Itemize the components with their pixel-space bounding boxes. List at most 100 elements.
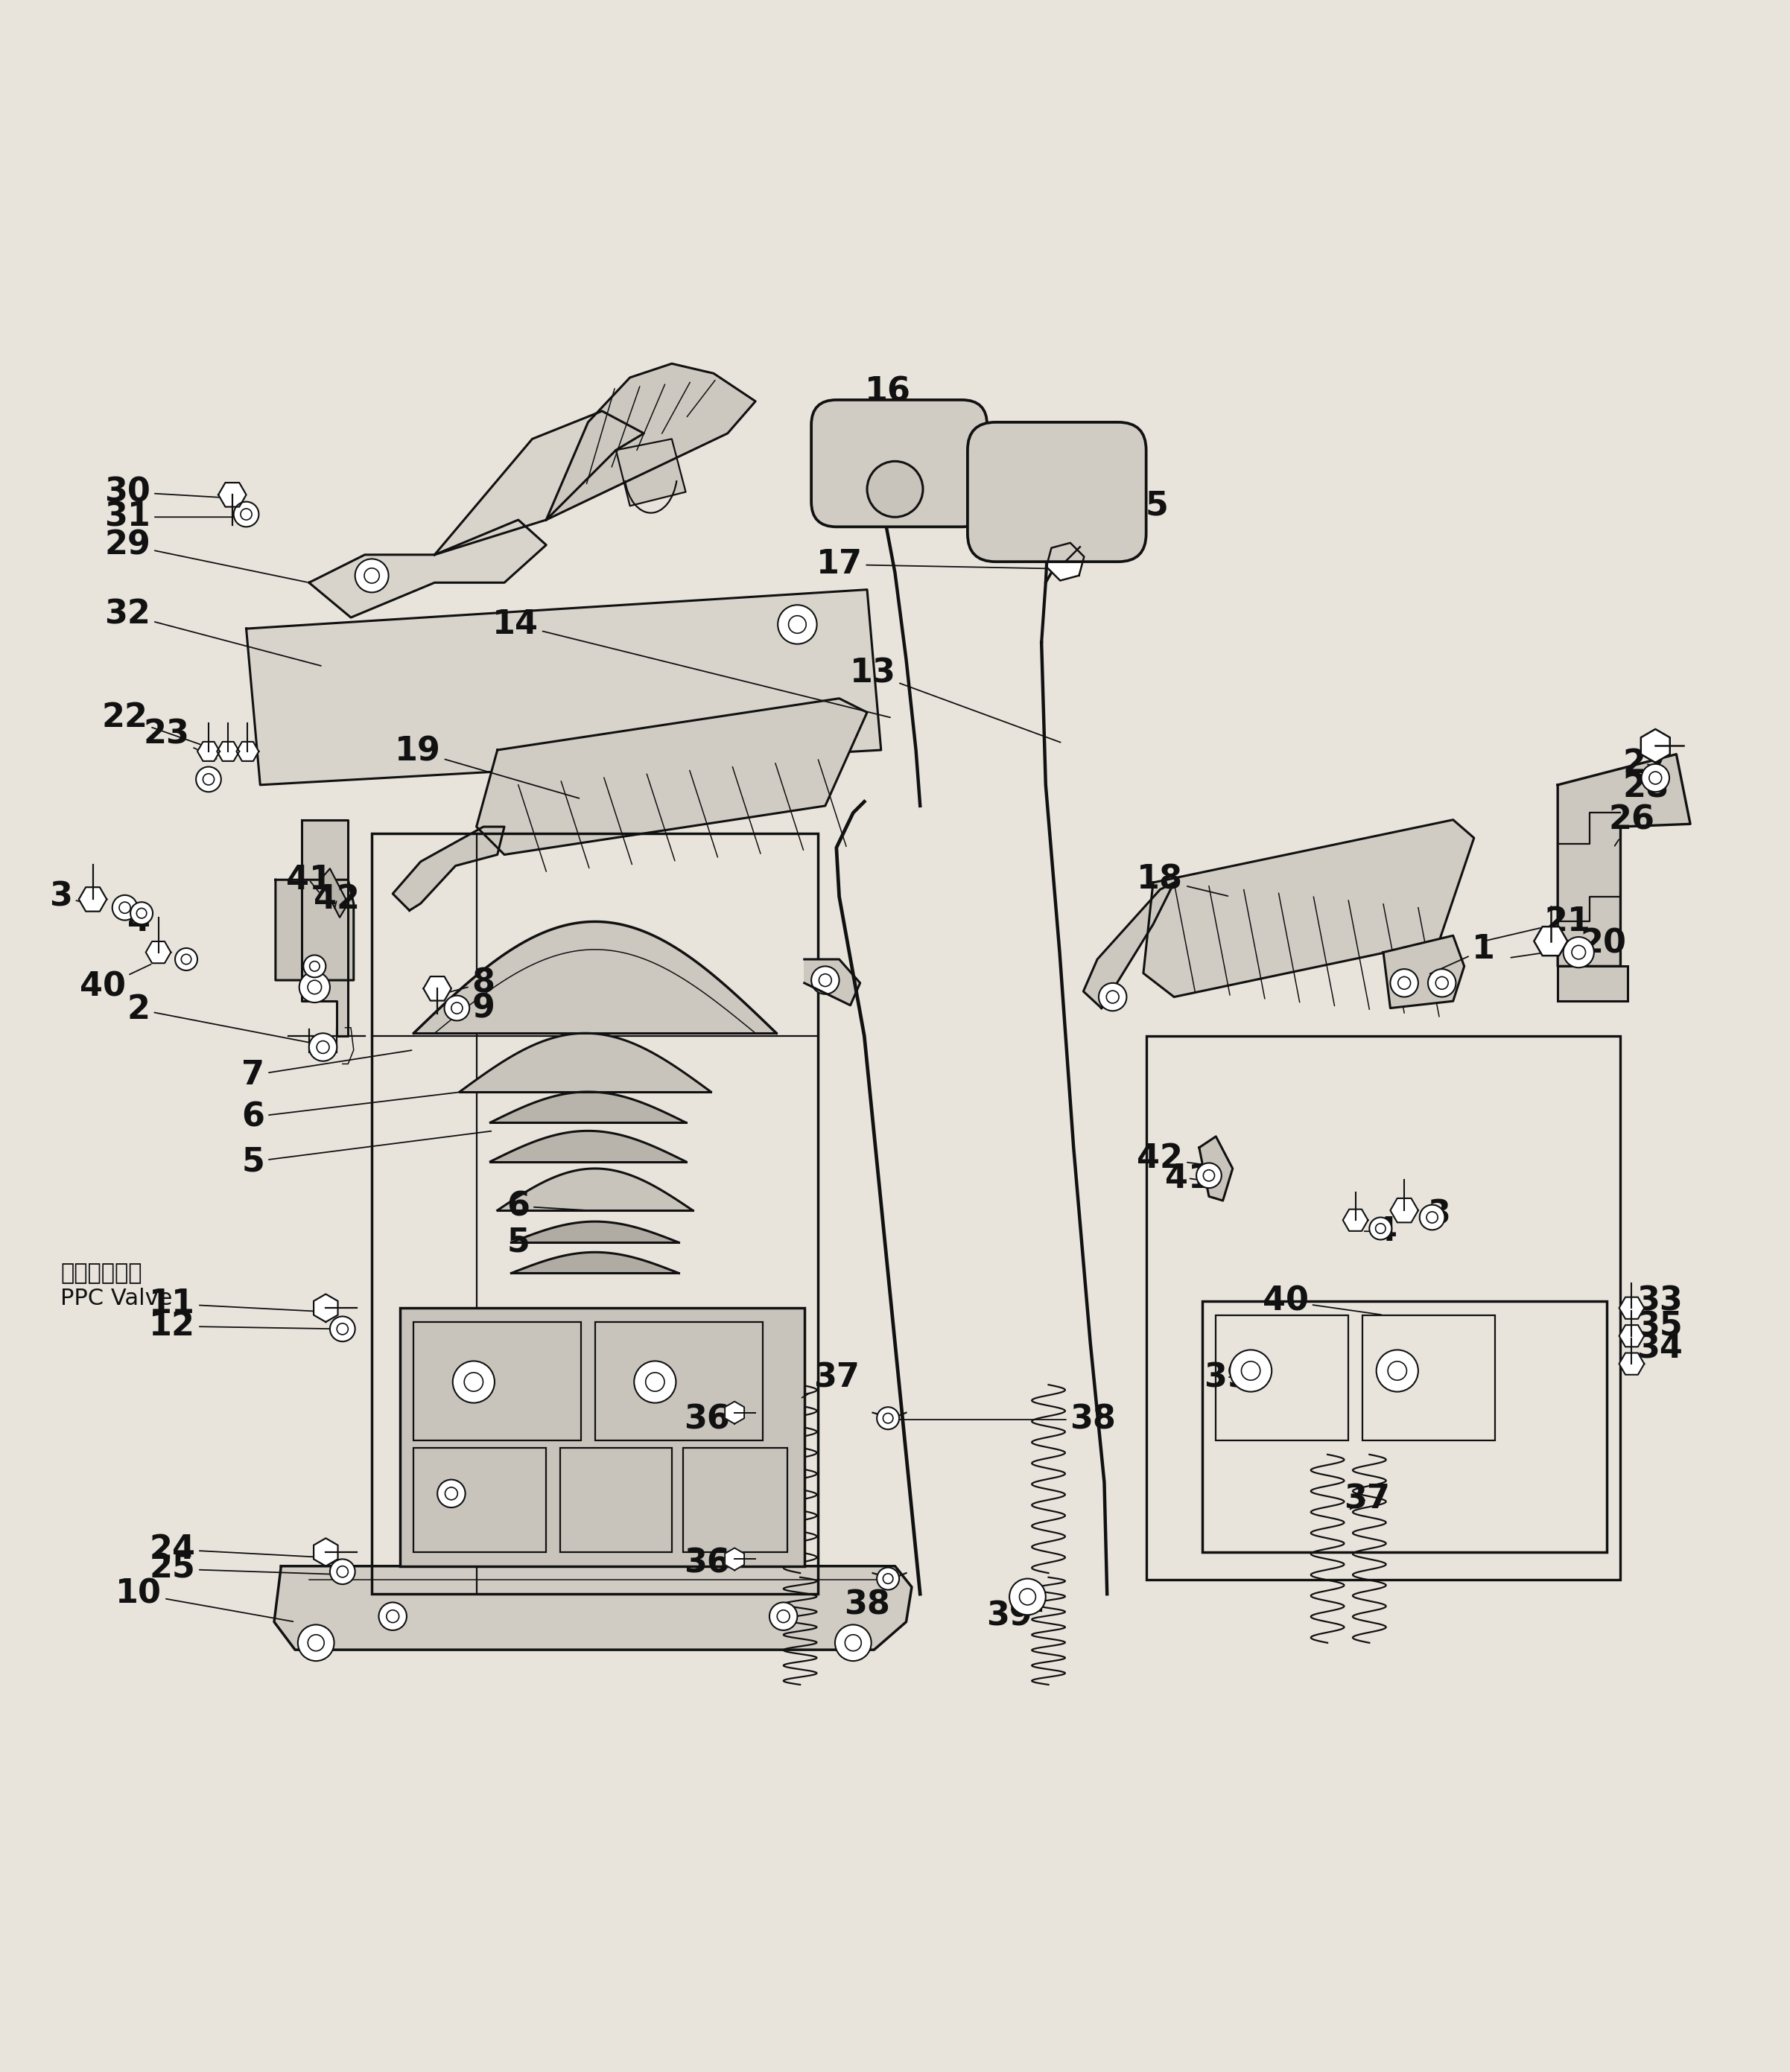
Polygon shape <box>313 1295 338 1322</box>
Circle shape <box>1563 937 1595 968</box>
Bar <box>1201 1301 1607 1552</box>
Text: 2: 2 <box>127 992 310 1042</box>
Bar <box>413 1448 546 1552</box>
Text: 15: 15 <box>1061 468 1169 522</box>
Polygon shape <box>1144 821 1473 997</box>
Text: 37: 37 <box>1344 1484 1389 1515</box>
Text: 40: 40 <box>1262 1285 1382 1318</box>
Polygon shape <box>218 483 247 508</box>
Text: 39: 39 <box>1205 1361 1249 1394</box>
Bar <box>1146 1036 1620 1581</box>
Polygon shape <box>1342 1210 1368 1231</box>
Text: 10: 10 <box>116 1579 294 1622</box>
Bar <box>560 1448 671 1552</box>
Polygon shape <box>1083 883 1174 1009</box>
Circle shape <box>131 901 152 924</box>
Polygon shape <box>1641 729 1670 762</box>
Polygon shape <box>79 887 107 912</box>
Circle shape <box>877 1407 899 1430</box>
Circle shape <box>1196 1162 1221 1187</box>
Circle shape <box>379 1602 406 1631</box>
Circle shape <box>1428 970 1455 997</box>
Bar <box>1362 1316 1495 1440</box>
Circle shape <box>444 995 469 1021</box>
Polygon shape <box>1620 1297 1645 1320</box>
Circle shape <box>299 972 329 1003</box>
Text: 40: 40 <box>79 963 150 1003</box>
Bar <box>1013 1585 1042 1610</box>
Text: 22: 22 <box>102 702 202 746</box>
Polygon shape <box>1047 543 1085 580</box>
Text: 6: 6 <box>242 1092 460 1133</box>
Bar <box>684 1448 788 1552</box>
Text: 27: 27 <box>1622 748 1668 779</box>
Circle shape <box>354 559 388 593</box>
Polygon shape <box>1557 754 1690 966</box>
Text: 38: 38 <box>882 1403 1117 1436</box>
Polygon shape <box>303 821 347 1036</box>
Circle shape <box>1391 970 1418 997</box>
Circle shape <box>877 1569 899 1589</box>
Text: 6: 6 <box>507 1189 585 1222</box>
Polygon shape <box>197 742 220 760</box>
Circle shape <box>634 1361 677 1403</box>
Circle shape <box>779 605 816 644</box>
Circle shape <box>329 1558 354 1585</box>
Text: 17: 17 <box>816 549 1053 580</box>
Text: 37: 37 <box>802 1361 859 1399</box>
Circle shape <box>1010 1579 1045 1614</box>
Text: 11: 11 <box>149 1289 333 1320</box>
Bar <box>413 1322 582 1440</box>
Circle shape <box>866 462 924 518</box>
Text: 32: 32 <box>104 599 320 665</box>
Circle shape <box>1377 1349 1418 1392</box>
Polygon shape <box>392 827 505 910</box>
Text: 41: 41 <box>1165 1162 1212 1193</box>
Circle shape <box>195 767 222 792</box>
Circle shape <box>453 1361 494 1403</box>
Text: 16: 16 <box>865 375 911 423</box>
Circle shape <box>811 966 840 995</box>
Text: 3: 3 <box>1419 1198 1450 1231</box>
Text: 19: 19 <box>396 736 580 798</box>
Text: 33: 33 <box>1625 1285 1683 1318</box>
Text: 13: 13 <box>850 657 1060 742</box>
Circle shape <box>1099 982 1126 1011</box>
Text: 28: 28 <box>1622 771 1668 804</box>
Polygon shape <box>310 520 546 617</box>
Text: 8: 8 <box>444 968 496 999</box>
Polygon shape <box>145 941 170 963</box>
Text: 14: 14 <box>492 609 890 717</box>
Text: 9: 9 <box>458 992 494 1024</box>
Polygon shape <box>1391 1198 1418 1222</box>
Polygon shape <box>1384 937 1464 1009</box>
Text: 26: 26 <box>1609 804 1654 845</box>
Bar <box>399 1307 804 1566</box>
Text: 42: 42 <box>1137 1144 1199 1175</box>
Circle shape <box>437 1479 465 1508</box>
Bar <box>1215 1316 1348 1440</box>
FancyBboxPatch shape <box>811 400 986 526</box>
Text: 7: 7 <box>242 1051 412 1092</box>
Circle shape <box>234 501 260 526</box>
Text: 5: 5 <box>507 1227 585 1258</box>
Polygon shape <box>725 1548 745 1571</box>
Circle shape <box>329 1316 354 1341</box>
Text: 24: 24 <box>149 1533 328 1564</box>
Bar <box>594 1322 763 1440</box>
Text: 4: 4 <box>1364 1216 1398 1247</box>
Polygon shape <box>320 868 347 918</box>
Text: 5: 5 <box>242 1131 490 1177</box>
Polygon shape <box>247 591 881 785</box>
Text: 38: 38 <box>845 1577 890 1620</box>
Circle shape <box>113 895 138 920</box>
FancyBboxPatch shape <box>968 423 1146 562</box>
Text: 41: 41 <box>286 864 333 895</box>
Text: 4: 4 <box>127 905 150 939</box>
Text: 18: 18 <box>1137 864 1228 895</box>
Circle shape <box>1419 1204 1445 1231</box>
Polygon shape <box>236 742 260 760</box>
Circle shape <box>175 949 197 970</box>
Polygon shape <box>276 881 354 980</box>
Circle shape <box>770 1602 797 1631</box>
